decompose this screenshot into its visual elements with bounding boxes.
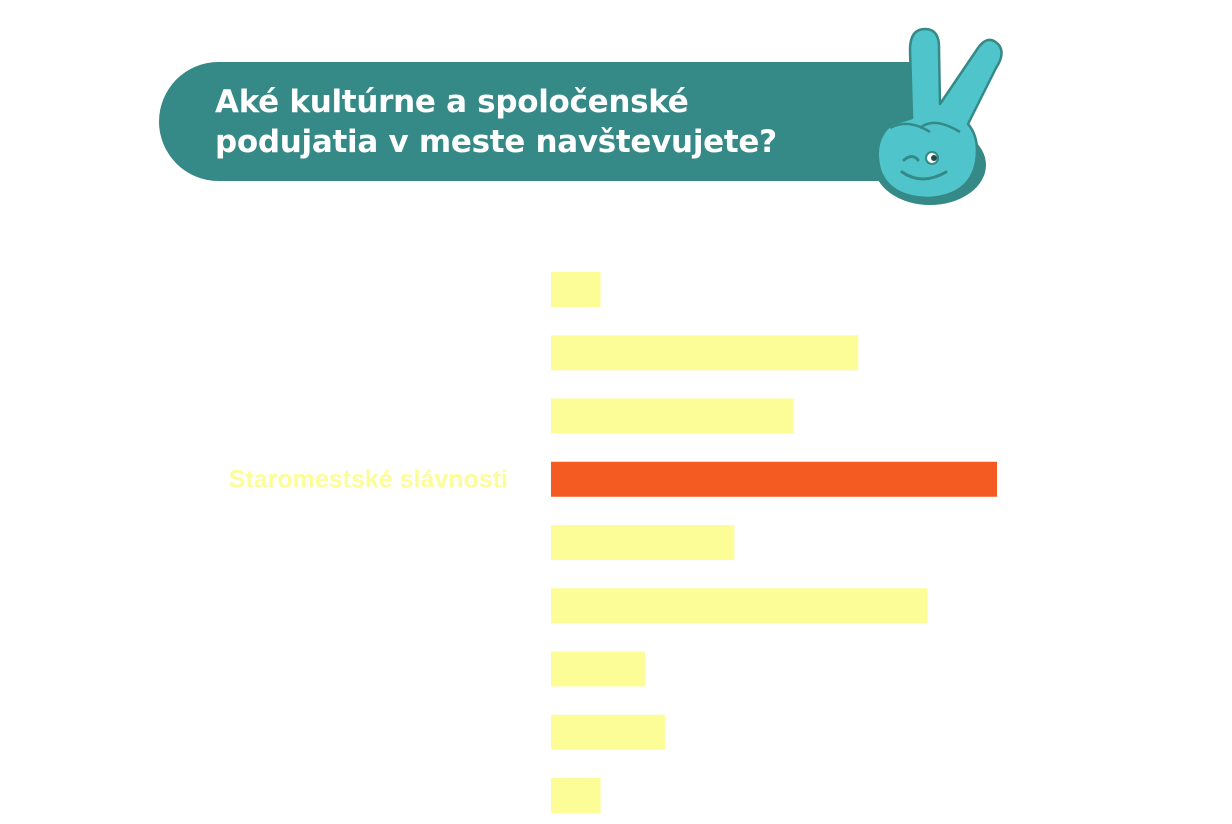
bar [551,588,928,624]
title-banner [159,62,929,181]
chart-title-line-1: Aké kultúrne a spoločenské [215,84,689,120]
chart-title: Aké kultúrne a spoločenské podujatia v me… [215,82,855,162]
bar [551,335,859,371]
peace-hand-icon [874,27,1003,205]
chart-title-line-2: podujatia v meste navštevujete? [215,124,777,160]
bar [551,272,601,307]
bar [551,525,735,560]
bar [551,651,646,687]
bar [551,778,601,813]
bar [551,714,665,750]
category-label: Staromestské slávnosti [229,465,508,493]
bar [551,398,794,434]
bar-highlighted [551,461,997,497]
peace-hand-face [900,151,948,181]
